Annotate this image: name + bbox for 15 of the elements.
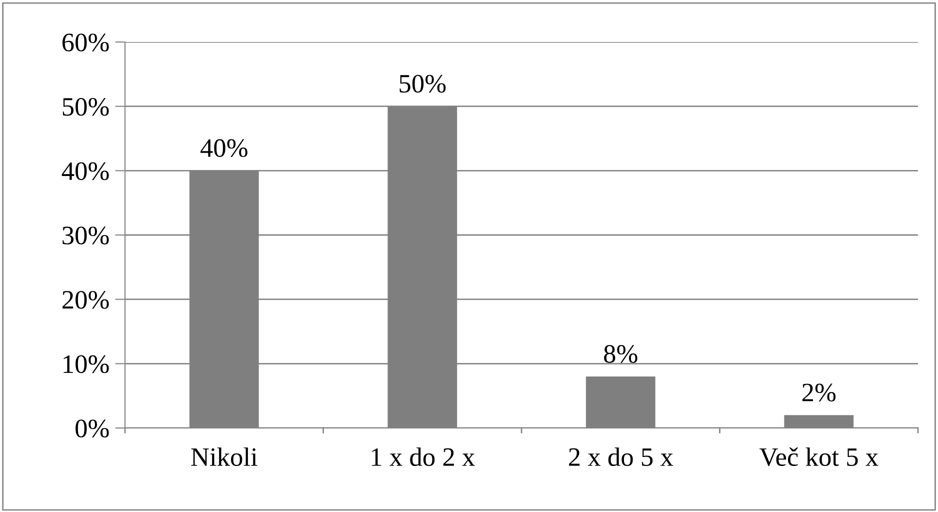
data-label: 8% <box>604 345 638 363</box>
data-label: 40% <box>200 139 248 158</box>
data-label: 50% <box>400 74 446 93</box>
x-tick-label: 2 x do 5 x <box>569 447 674 466</box>
y-tick-label: 40% <box>62 162 109 180</box>
y-tick-label: 20% <box>62 290 109 309</box>
x-tick-label: Več kot 5 x <box>759 447 878 466</box>
x-tick-label: 1 x do 2 x <box>372 447 475 466</box>
y-tick-label: 30% <box>62 226 109 244</box>
x-tick-label: Nikoli <box>191 447 258 466</box>
y-tick-label: 50% <box>62 98 109 116</box>
y-tick-label: 10% <box>64 355 109 374</box>
y-tick-label: 60% <box>62 34 109 52</box>
data-label: 2% <box>802 384 836 402</box>
y-tick-label: 0% <box>76 420 109 438</box>
